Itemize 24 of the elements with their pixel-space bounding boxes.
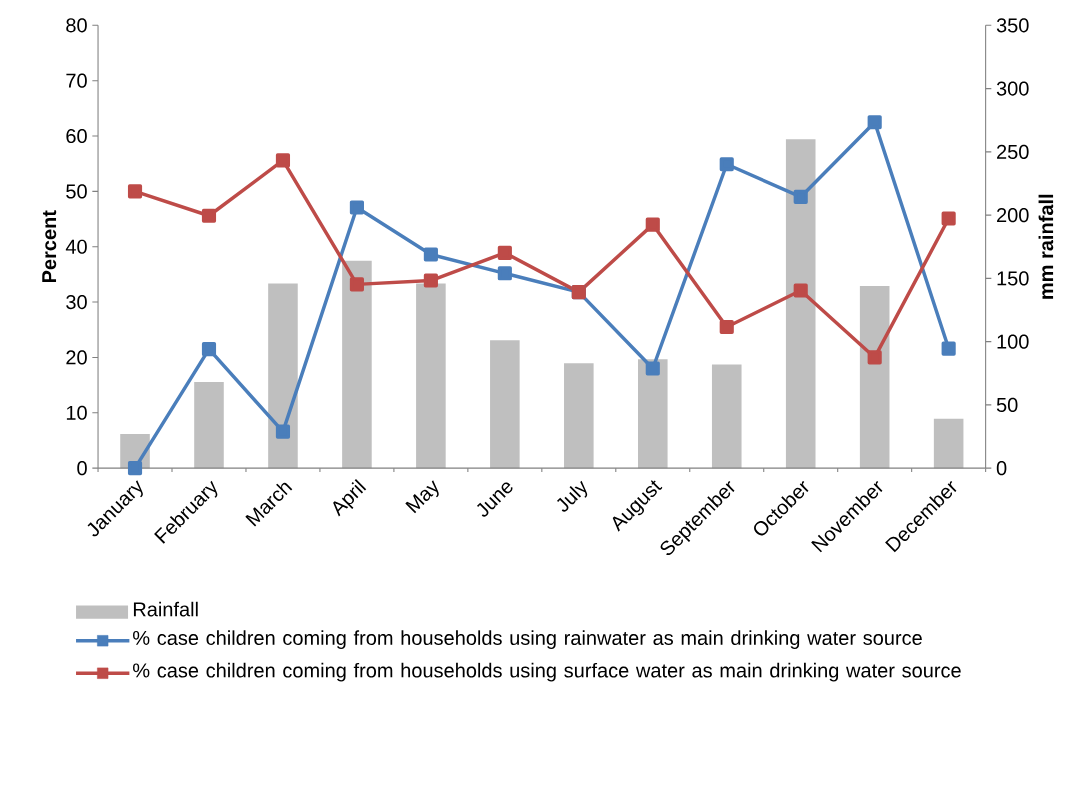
y-tick-label: 10 <box>66 405 87 421</box>
y-tick-label: 50 <box>66 184 87 199</box>
y-tick-label: 20 <box>66 350 87 365</box>
y-tick-label: 70 <box>66 73 87 88</box>
legend-label: Rainfall <box>133 601 198 617</box>
y-axis-title: Percent <box>42 210 57 283</box>
x-tick-label: July <box>557 481 588 512</box>
y2-tick-label: 300 <box>996 81 1029 96</box>
legend-label: % case children coming from households using surface water as main drinking water source <box>133 663 961 682</box>
y-tick-label: 60 <box>66 129 87 144</box>
legend-label: % case children coming from households using rainwater as main drinking water source <box>133 630 922 650</box>
y2-tick-label: 0 <box>996 461 1007 476</box>
y-tick-label: 80 <box>66 18 87 33</box>
y-tick-label: 40 <box>65 239 87 255</box>
y2-tick-label: 150 <box>997 271 1029 286</box>
y2-tick-label: 250 <box>997 144 1029 160</box>
y2-tick-label: 100 <box>997 334 1029 349</box>
y2-axis-title: mm rainfall <box>1038 195 1054 299</box>
y-tick-label: 0 <box>77 461 87 476</box>
x-tick-label: May <box>405 480 439 514</box>
y2-tick-label: 50 <box>996 398 1018 413</box>
y2-tick-label: 350 <box>996 18 1029 33</box>
y2-tick-label: 200 <box>997 208 1029 223</box>
y-tick-label: 30 <box>66 295 87 310</box>
